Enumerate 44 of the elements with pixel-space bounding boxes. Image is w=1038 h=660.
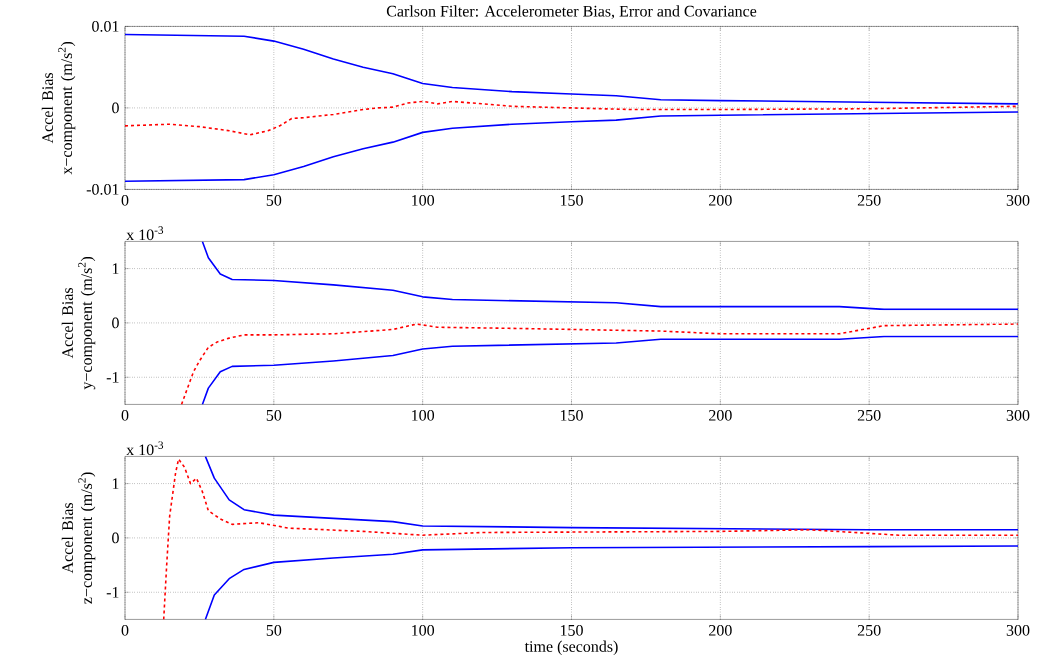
line-series bbox=[204, 456, 1019, 531]
x-tick-label: 200 bbox=[709, 624, 732, 636]
x-tick-label: 100 bbox=[412, 194, 435, 206]
y-tick-label: -1 bbox=[106, 371, 119, 383]
line-series bbox=[201, 241, 1018, 310]
x-tick-label: 300 bbox=[1006, 409, 1030, 421]
x-tick-label: 250 bbox=[857, 409, 881, 421]
x-tick-label: 150 bbox=[560, 194, 583, 206]
x-tick-label: 0 bbox=[121, 624, 129, 636]
x-tick-label: 50 bbox=[266, 624, 282, 636]
x-tick-label: 50 bbox=[266, 409, 282, 421]
line-series bbox=[201, 335, 1018, 405]
y-axis-title: Accel Bias x−component (m/s$^{2}$) bbox=[41, 41, 76, 175]
x-tick-label: 300 bbox=[1006, 624, 1030, 636]
x-tick-label: 0 bbox=[121, 194, 129, 206]
y-tick-label: 0 bbox=[112, 102, 119, 114]
x-tick-label: 250 bbox=[857, 194, 881, 206]
text: x 10$^{-3}$ bbox=[126, 441, 164, 455]
x-tick-label: 50 bbox=[266, 194, 282, 206]
y-tick-label: -0.01 bbox=[86, 183, 119, 195]
x-tick-label: 200 bbox=[709, 194, 732, 206]
x-tick-label: 150 bbox=[560, 409, 583, 421]
line-series bbox=[125, 33, 1018, 105]
x-tick-label: 0 bbox=[121, 409, 129, 421]
x-tick-label: 200 bbox=[709, 409, 732, 421]
x-tick-label: 250 bbox=[857, 624, 881, 636]
x-axis-title: time (seconds) bbox=[524, 640, 618, 655]
x-tick-label: 100 bbox=[412, 624, 435, 636]
y-tick-label: -1 bbox=[106, 586, 119, 598]
line-series bbox=[162, 458, 1019, 620]
x-tick-label: 150 bbox=[560, 624, 583, 636]
y-axis-title: Accel Bias z−component (m/s$^{2}$) bbox=[61, 472, 96, 604]
y-tick-label: 0 bbox=[112, 317, 119, 329]
y-axis-title: Accel Bias y−component (m/s$^{2}$) bbox=[61, 256, 96, 390]
y-tick-label: 1 bbox=[112, 478, 119, 489]
x-tick-label: 300 bbox=[1006, 194, 1030, 206]
y-tick-label: 0.01 bbox=[92, 20, 119, 32]
line-series bbox=[204, 545, 1019, 620]
y-tick-label: 0 bbox=[112, 532, 119, 544]
text: x 10$^{-3}$ bbox=[126, 226, 164, 240]
y-tick-label: 1 bbox=[112, 263, 119, 274]
line-series bbox=[180, 322, 1018, 405]
chart-title: Carlson Filter: Accelerometer Bias, Error and Covariance bbox=[386, 5, 757, 19]
x-tick-label: 100 bbox=[412, 409, 435, 421]
